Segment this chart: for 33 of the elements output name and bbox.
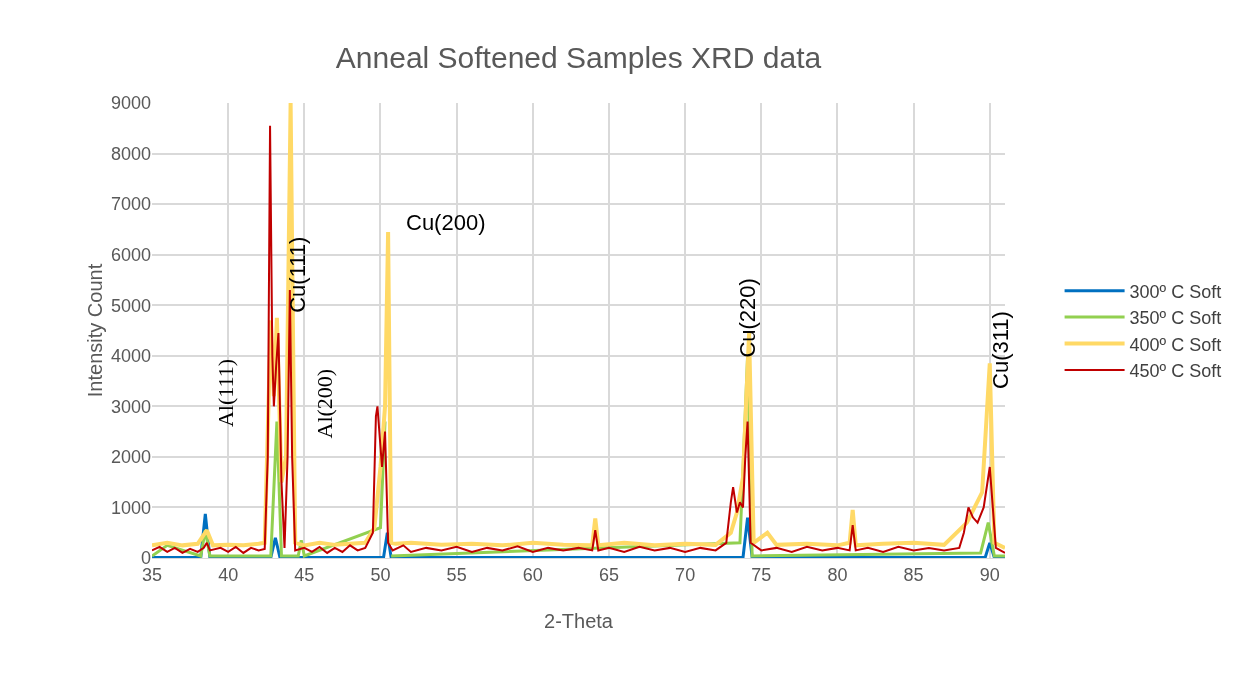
y-tick-label: 9000 bbox=[110, 93, 151, 114]
y-tick-label: 8000 bbox=[110, 143, 151, 164]
annotation: Al(111) bbox=[213, 359, 239, 428]
annotation: Cu(111) bbox=[284, 236, 310, 313]
chart-title: Anneal Softened Samples XRD data bbox=[335, 41, 822, 75]
x-axis-title: 2-Theta bbox=[544, 610, 614, 632]
y-tick-label: 6000 bbox=[110, 244, 151, 265]
annotation: Al(200) bbox=[312, 368, 338, 439]
x-tick-label: 45 bbox=[294, 564, 315, 585]
y-tick-label: 5000 bbox=[110, 295, 151, 316]
legend-label: 400º C Soft bbox=[1129, 334, 1222, 355]
x-tick-label: 65 bbox=[598, 564, 619, 585]
legend-label: 450º C Soft bbox=[1129, 360, 1222, 381]
x-tick-label: 80 bbox=[827, 564, 848, 585]
x-tick-label: 85 bbox=[903, 564, 924, 585]
y-tick-label: 2000 bbox=[110, 447, 151, 468]
x-tick-label: 55 bbox=[446, 564, 467, 585]
annotation: Cu(311) bbox=[987, 311, 1013, 389]
y-tick-label: 3000 bbox=[110, 396, 151, 417]
annotation: Cu(220) bbox=[735, 278, 761, 358]
x-tick-label: 90 bbox=[979, 564, 1000, 585]
legend-label: 350º C Soft bbox=[1129, 308, 1222, 329]
x-tick-label: 50 bbox=[370, 564, 391, 585]
y-tick-label: 7000 bbox=[110, 194, 151, 215]
x-tick-label: 40 bbox=[218, 564, 239, 585]
y-tick-label: 4000 bbox=[110, 346, 151, 367]
legend-label: 300º C Soft bbox=[1129, 281, 1222, 302]
y-axis-title: Intensity Count bbox=[84, 263, 106, 398]
x-tick-label: 70 bbox=[675, 564, 696, 585]
x-tick-label: 75 bbox=[751, 564, 772, 585]
y-tick-label: 1000 bbox=[110, 497, 151, 518]
annotation: Cu(200) bbox=[406, 210, 486, 235]
x-tick-label: 60 bbox=[522, 564, 543, 585]
